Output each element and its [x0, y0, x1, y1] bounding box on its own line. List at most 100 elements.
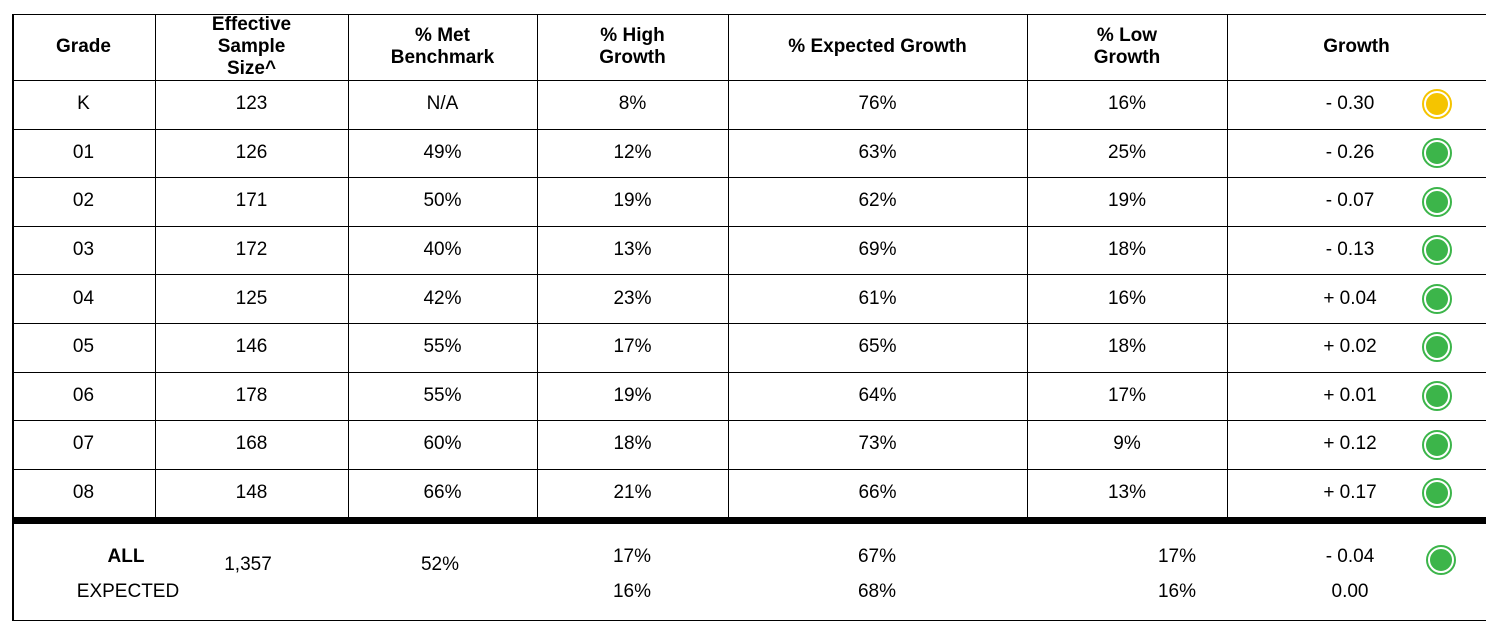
cell: - 0.04: [1325, 546, 1375, 567]
cell: 171: [235, 190, 268, 212]
thick-line: [12, 517, 1486, 525]
cell: 16%: [1107, 287, 1147, 309]
cell: 50%: [423, 190, 462, 212]
cell: + 0.02: [1323, 336, 1377, 358]
cell: 9%: [1113, 433, 1141, 455]
column-header: % High Growth: [599, 25, 666, 68]
cell: 03: [72, 239, 95, 261]
cell: + 0.01: [1323, 384, 1377, 406]
border: [12, 14, 1486, 15]
cell: 19%: [613, 384, 652, 406]
col-line: [728, 14, 729, 518]
cell: 16%: [1107, 93, 1147, 115]
cell: N/A: [426, 93, 459, 115]
row-line: [12, 371, 1486, 373]
cell: 04: [72, 287, 95, 309]
cell: 125: [235, 287, 268, 309]
cell: 16%: [1157, 581, 1197, 602]
row-line: [12, 225, 1486, 227]
row-line: [12, 128, 1486, 130]
status-indicator: [1422, 478, 1452, 509]
col-line: [155, 14, 156, 518]
row-label: ALL: [107, 546, 145, 567]
cell: 146: [235, 336, 268, 358]
cell: 76%: [858, 93, 897, 115]
cell: 17%: [613, 336, 652, 358]
column-header: % Met Benchmark: [390, 25, 495, 68]
cell: - 0.13: [1325, 239, 1375, 261]
cell: 66%: [423, 482, 462, 504]
cell: 8%: [618, 93, 647, 115]
row-line: [12, 274, 1486, 276]
cell: 64%: [858, 384, 897, 406]
border: [12, 620, 1486, 621]
cell: 63%: [858, 141, 897, 163]
cell: 123: [235, 93, 268, 115]
status-indicator: [1422, 429, 1452, 460]
cell: 17%: [1107, 384, 1147, 406]
cell: 1,357: [224, 554, 272, 575]
cell: 01: [72, 141, 95, 163]
cell: 16%: [612, 581, 652, 602]
cell: K: [77, 93, 90, 115]
col-line: [537, 14, 538, 518]
cell: 49%: [423, 141, 462, 163]
column-header: Grade: [56, 36, 111, 57]
cell: 73%: [858, 433, 897, 455]
cell: 13%: [1107, 482, 1147, 504]
status-indicator: [1422, 235, 1452, 266]
cell: 148: [235, 482, 268, 504]
cell: 05: [72, 336, 95, 358]
cell: 13%: [613, 239, 652, 261]
cell: + 0.17: [1323, 482, 1377, 504]
cell: 17%: [612, 546, 652, 567]
cell: 67%: [857, 546, 897, 567]
cell: + 0.12: [1323, 433, 1377, 455]
cell: 40%: [423, 239, 462, 261]
status-indicator: [1422, 283, 1452, 314]
cell: 0.00: [1331, 581, 1369, 602]
border: [12, 80, 1486, 81]
column-header: % Expected Growth: [788, 36, 967, 57]
status-indicator: [1422, 89, 1452, 120]
cell: 18%: [1107, 336, 1147, 358]
cell: - 0.07: [1325, 190, 1375, 212]
cell: 62%: [858, 190, 897, 212]
cell: 07: [72, 433, 95, 455]
cell: 66%: [858, 482, 897, 504]
cell: 06: [72, 384, 95, 406]
cell: - 0.26: [1325, 141, 1375, 163]
cell: 168: [235, 433, 268, 455]
cell: 178: [235, 384, 268, 406]
status-indicator: [1426, 545, 1456, 575]
cell: 02: [72, 190, 95, 212]
cell: 172: [235, 239, 268, 261]
cell: 08: [72, 482, 95, 504]
cell: 19%: [1107, 190, 1147, 212]
status-indicator: [1422, 137, 1452, 168]
column-header: % Low Growth: [1093, 25, 1161, 68]
row-line: [12, 420, 1486, 422]
cell: 25%: [1107, 141, 1147, 163]
status-indicator: [1422, 332, 1452, 363]
border: [12, 14, 14, 620]
cell: 65%: [858, 336, 897, 358]
cell: + 0.04: [1323, 287, 1377, 309]
row-line: [12, 177, 1486, 179]
cell: 61%: [858, 287, 897, 309]
row-line: [12, 468, 1486, 470]
cell: 18%: [613, 433, 652, 455]
cell: 126: [235, 141, 268, 163]
col-line: [1027, 14, 1028, 518]
cell: 17%: [1157, 546, 1197, 567]
cell: 19%: [613, 190, 652, 212]
cell: - 0.30: [1325, 93, 1375, 115]
cell: 55%: [423, 336, 462, 358]
cell: 23%: [613, 287, 652, 309]
cell: 69%: [858, 239, 897, 261]
cell: 21%: [613, 482, 652, 504]
cell: 12%: [613, 141, 652, 163]
status-indicator: [1422, 186, 1452, 217]
column-header: Effective Sample Size^: [211, 14, 292, 79]
